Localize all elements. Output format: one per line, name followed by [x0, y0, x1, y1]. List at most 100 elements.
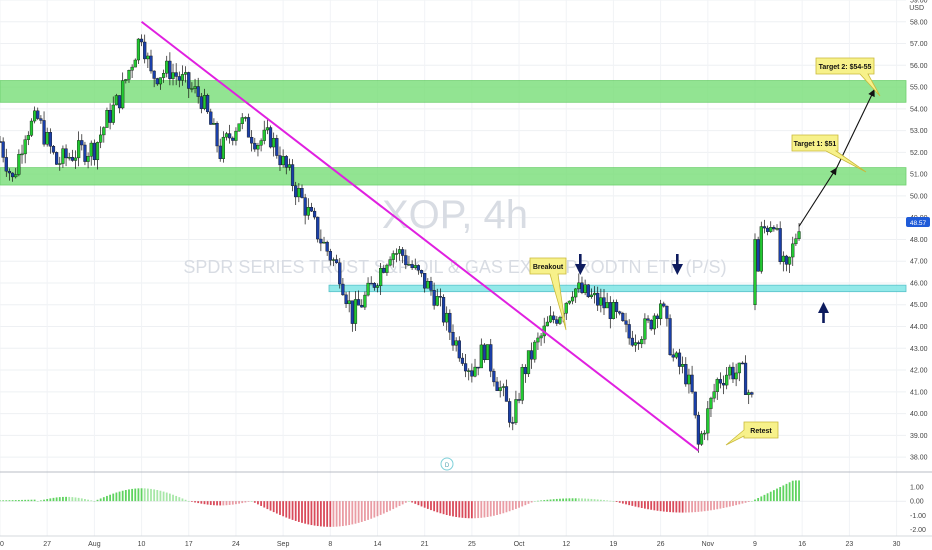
- histogram-bar: [741, 501, 744, 504]
- histogram-bar: [408, 501, 410, 502]
- candle-body: [61, 148, 65, 164]
- candle: [281, 149, 285, 168]
- candle: [256, 142, 260, 157]
- histogram-bar: [65, 496, 67, 502]
- candle-body: [605, 302, 609, 309]
- candle: [608, 296, 612, 329]
- candle: [712, 383, 716, 403]
- histogram-bar: [530, 501, 533, 503]
- histogram-bar: [323, 501, 325, 527]
- candle: [95, 141, 100, 170]
- candle-body: [331, 259, 336, 261]
- histogram-bar: [395, 501, 398, 508]
- candle-body: [633, 342, 638, 346]
- candle-body: [567, 300, 571, 304]
- histogram-bar: [178, 497, 181, 502]
- histogram-bar: [367, 501, 369, 520]
- up-arrow: [818, 302, 829, 323]
- candle: [765, 225, 770, 236]
- histogram-bar: [448, 501, 451, 516]
- candle: [234, 127, 238, 146]
- candle-body: [410, 264, 414, 269]
- histogram-bar: [725, 501, 728, 508]
- histogram-bar: [688, 501, 690, 513]
- candle-body: [303, 197, 307, 216]
- candle-body: [784, 255, 789, 265]
- histogram-bar: [581, 498, 583, 502]
- candle: [734, 363, 738, 387]
- histogram-bar: [706, 501, 709, 511]
- candle-body: [193, 86, 197, 89]
- histogram-bar: [684, 501, 687, 513]
- indicator-marker[interactable]: D: [440, 457, 454, 471]
- candle-body: [570, 296, 575, 302]
- histogram-bar: [562, 498, 565, 502]
- y-tick-label: 42.00: [910, 368, 928, 375]
- histogram-bar: [672, 501, 675, 513]
- histogram-bar: [332, 501, 335, 527]
- histogram-bar: [772, 490, 775, 502]
- candle: [737, 362, 741, 382]
- histogram-bar: [404, 501, 407, 503]
- y-tick-label: 59.00: [910, 0, 928, 5]
- candle: [643, 313, 647, 345]
- histogram-bar: [11, 500, 14, 502]
- candle: [290, 159, 295, 192]
- histogram-bar: [640, 501, 643, 508]
- histogram-bar: [571, 498, 574, 502]
- candle-body: [539, 335, 543, 339]
- x-tick-label: 26: [657, 541, 665, 548]
- candle: [341, 277, 345, 296]
- histogram-bar: [750, 501, 753, 502]
- histogram-bar: [474, 501, 476, 519]
- candle: [721, 375, 726, 395]
- candle: [514, 390, 518, 425]
- candle: [130, 64, 134, 78]
- candle-body: [681, 364, 685, 367]
- candle: [778, 221, 782, 265]
- histogram-bar: [533, 501, 536, 502]
- candle-body: [709, 397, 713, 409]
- histogram-bar: [316, 501, 319, 527]
- histogram-bar: [697, 501, 700, 512]
- candles[interactable]: [0, 34, 801, 453]
- candle-body: [580, 282, 584, 293]
- descending-trendline: [140, 20, 699, 452]
- histogram-bar: [757, 498, 760, 502]
- candle-body: [224, 133, 229, 138]
- candle: [486, 344, 490, 361]
- candle: [520, 363, 524, 405]
- histogram-bar: [445, 501, 448, 516]
- candle-body: [73, 157, 78, 161]
- histogram-bar: [257, 501, 259, 505]
- histogram-bar: [414, 501, 417, 504]
- histogram-bar: [137, 488, 140, 502]
- candle-body: [275, 138, 279, 156]
- candle-body: [161, 73, 166, 78]
- histogram-bar: [502, 501, 505, 514]
- candle: [659, 299, 663, 326]
- time-axis[interactable]: 20 27 Aug 10 17 24 Sep 8 14 21 25 Oct 12 19 26 Nov 9 16 23…: [0, 535, 932, 548]
- candle-body: [662, 303, 666, 307]
- candle-body: [769, 227, 773, 232]
- candle-body: [55, 152, 59, 165]
- candle: [7, 168, 12, 181]
- candle: [772, 225, 776, 232]
- histogram-bar: [376, 501, 379, 517]
- histogram-bar: [703, 501, 706, 512]
- candle-body: [435, 296, 439, 306]
- histogram-bar: [458, 501, 461, 518]
- candle: [124, 78, 128, 84]
- candle: [533, 339, 537, 363]
- histogram-bar: [568, 498, 571, 502]
- histogram-bar: [143, 488, 146, 502]
- breakout-callout: Breakout: [529, 257, 567, 331]
- histogram-bar: [382, 501, 385, 514]
- candle: [482, 343, 487, 363]
- candle: [67, 152, 71, 161]
- candle-body: [599, 297, 603, 306]
- candle: [718, 372, 722, 389]
- candle-body: [514, 399, 518, 423]
- candle: [180, 65, 185, 86]
